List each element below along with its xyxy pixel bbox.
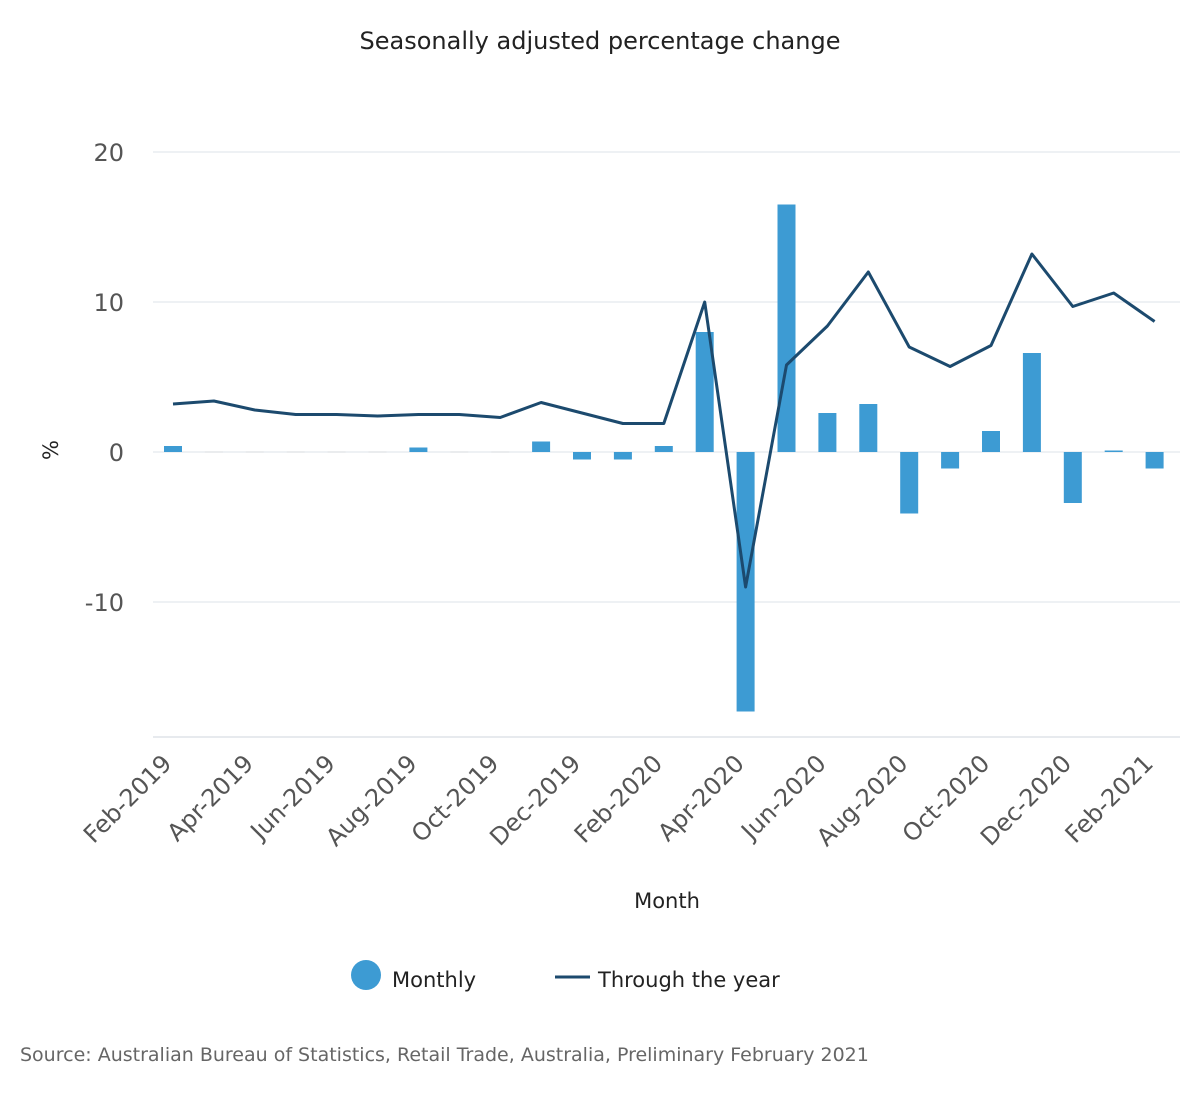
bar [1145, 452, 1164, 469]
bar [941, 452, 960, 469]
legend-monthly-label: Monthly [392, 968, 476, 992]
bar [777, 204, 796, 452]
bar [1104, 450, 1123, 452]
y-tick-label: -10 [85, 589, 124, 617]
x-tick-label: Feb-2020 [569, 749, 668, 848]
bar [1022, 353, 1041, 452]
x-axis-ticks: Feb-2019Apr-2019Jun-2019Aug-2019Oct-2019… [78, 749, 1159, 851]
y-axis-label: % [39, 440, 63, 460]
bar [654, 446, 673, 452]
bar [859, 404, 878, 452]
x-tick-label: Feb-2019 [78, 749, 177, 848]
legend-item-monthly[interactable]: Monthly [351, 960, 476, 992]
x-tick-label: Apr-2019 [162, 749, 259, 846]
bar [573, 452, 591, 460]
y-tick-label: 0 [109, 439, 124, 467]
bar [613, 452, 632, 460]
bar [532, 441, 551, 452]
source-note: Source: Australian Bureau of Statistics,… [20, 1044, 869, 1066]
x-tick-label: Apr-2020 [652, 749, 749, 846]
y-tick-label: 10 [93, 289, 124, 317]
x-tick-label: Feb-2021 [1060, 749, 1159, 848]
bar [695, 332, 714, 452]
y-tick-label: 20 [93, 139, 124, 167]
through-the-year-line [172, 252, 1156, 589]
monthly-bars [164, 204, 1164, 712]
bar [982, 431, 1000, 452]
legend: Monthly Through the year [351, 960, 780, 992]
x-axis-label: Month [634, 889, 700, 913]
legend-monthly-swatch [351, 960, 381, 990]
legend-item-through-the-year[interactable]: Through the year [555, 968, 780, 992]
bar [1063, 452, 1082, 503]
y-axis-ticks: 20 10 0 -10 [85, 139, 124, 617]
bar [818, 413, 837, 452]
bar [409, 447, 428, 452]
bar [900, 452, 919, 514]
line-series [172, 252, 1156, 589]
chart-title: Seasonally adjusted percentage change [360, 27, 841, 55]
legend-through-the-year-label: Through the year [597, 968, 780, 992]
bar [164, 446, 182, 452]
